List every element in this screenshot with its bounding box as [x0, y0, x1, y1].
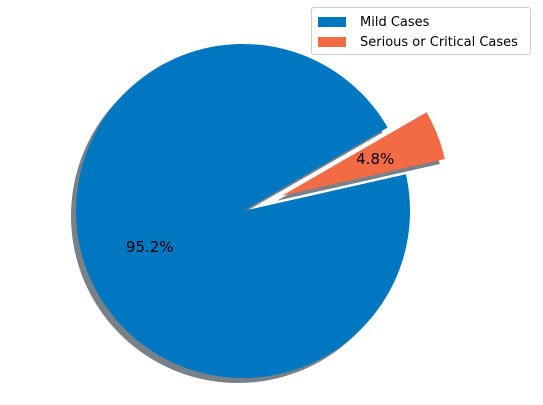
legend-label-serious-critical-cases: Serious or Critical Cases [360, 34, 518, 50]
slice-label-serious-critical-cases: 4.8% [356, 150, 394, 168]
legend-item-mild-cases: Mild Cases [318, 12, 524, 32]
legend-swatch-serious-critical-cases [318, 37, 346, 47]
slice-mild-cases [75, 43, 410, 378]
legend-item-serious-critical-cases: Serious or Critical Cases [318, 32, 524, 52]
slice-label-mild-cases: 95.2% [126, 238, 174, 256]
chart-legend: Mild Cases Serious or Critical Cases [311, 7, 531, 55]
slice-serious-or-critical-cases [281, 112, 445, 196]
pie-labels-group: 95.2% 4.8% [126, 150, 394, 256]
legend-swatch-mild-cases [318, 17, 346, 27]
legend-label-mild-cases: Mild Cases [360, 14, 430, 30]
pie-slices-group [75, 43, 445, 378]
